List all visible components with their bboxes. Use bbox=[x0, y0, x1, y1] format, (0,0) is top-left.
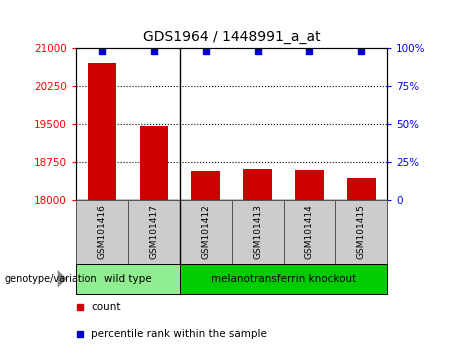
Bar bbox=[140, 126, 168, 200]
Text: GSM101415: GSM101415 bbox=[357, 204, 366, 259]
Text: genotype/variation: genotype/variation bbox=[5, 274, 97, 284]
Bar bbox=[76, 264, 180, 294]
Text: GSM101413: GSM101413 bbox=[253, 204, 262, 259]
Text: GSM101416: GSM101416 bbox=[97, 204, 106, 259]
Text: wild type: wild type bbox=[104, 274, 152, 284]
Text: GSM101417: GSM101417 bbox=[149, 204, 159, 259]
Bar bbox=[243, 169, 272, 200]
Bar bbox=[347, 178, 376, 200]
Bar bbox=[128, 200, 180, 264]
Bar bbox=[180, 200, 231, 264]
Bar bbox=[88, 63, 116, 200]
Bar bbox=[76, 200, 128, 264]
Bar bbox=[295, 170, 324, 200]
Bar bbox=[231, 200, 284, 264]
Bar bbox=[180, 264, 387, 294]
Text: GSM101414: GSM101414 bbox=[305, 205, 314, 259]
Text: count: count bbox=[91, 302, 121, 312]
Bar bbox=[335, 200, 387, 264]
Title: GDS1964 / 1448991_a_at: GDS1964 / 1448991_a_at bbox=[143, 30, 320, 44]
Text: melanotransferrin knockout: melanotransferrin knockout bbox=[211, 274, 356, 284]
Bar bbox=[284, 200, 335, 264]
Text: percentile rank within the sample: percentile rank within the sample bbox=[91, 329, 267, 339]
Bar bbox=[191, 171, 220, 200]
Text: GSM101412: GSM101412 bbox=[201, 205, 210, 259]
